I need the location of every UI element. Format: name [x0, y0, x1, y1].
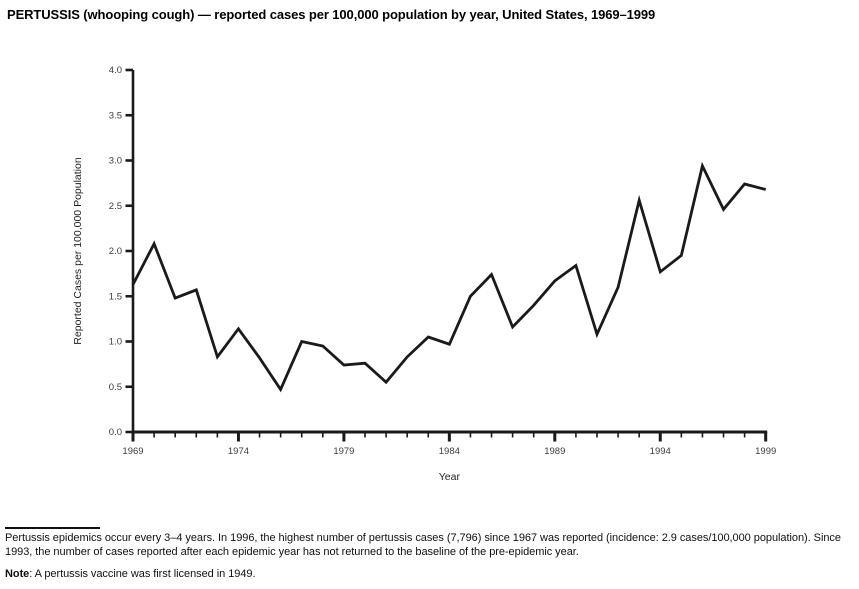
y-axis-tick-label: 4.0 — [109, 65, 122, 76]
pertussis-incidence-line-chart: 0.0 0.5 1.0 1.5 2.0 2.5 3.0 3.5 4.0 1969 1974 1979 1… — [72, 65, 776, 483]
y-axis-tick-label: 2.5 — [109, 201, 122, 212]
y-axis-tick-label: 0.0 — [109, 427, 122, 438]
y-axis-tick-label: 1.5 — [109, 291, 122, 302]
x-axis-tick-label: 1999 — [755, 446, 776, 457]
note-label: Note — [5, 568, 30, 580]
footnote-rule — [5, 527, 100, 529]
x-axis-tick-label: 1989 — [544, 446, 565, 457]
data-line-series — [131, 161, 767, 393]
x-axis-title: Year — [439, 471, 461, 483]
x-axis-tick-label: 1979 — [333, 446, 354, 457]
note-text: : A pertussis vaccine was first licensed… — [29, 568, 256, 580]
y-axis-tick-label: 2.0 — [109, 246, 122, 257]
page-title: PERTUSSIS (whooping cough) — reported ca… — [7, 7, 656, 22]
y-axis-tick-label: 3.5 — [109, 110, 122, 121]
y-axis-tick-label: 3.0 — [109, 156, 122, 167]
x-axis-tick-label: 1969 — [122, 446, 143, 457]
note-line: Note: A pertussis vaccine was first lice… — [5, 568, 857, 582]
x-axis-tick-label: 1974 — [228, 446, 249, 457]
x-axis-tick-label: 1994 — [650, 446, 671, 457]
y-axis-tick-label: 0.5 — [109, 382, 122, 393]
y-axis-title: Reported Cases per 100,000 Population — [72, 157, 84, 345]
y-axis-tick-label: 1.0 — [109, 337, 122, 348]
footnote-text: Pertussis epidemics occur every 3–4 year… — [5, 532, 841, 558]
x-axis-tick-label: 1984 — [439, 446, 460, 457]
